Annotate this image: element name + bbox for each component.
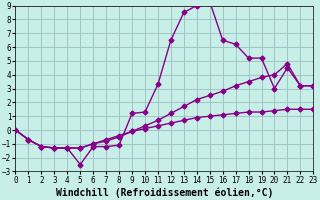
X-axis label: Windchill (Refroidissement éolien,°C): Windchill (Refroidissement éolien,°C) [56,187,273,198]
